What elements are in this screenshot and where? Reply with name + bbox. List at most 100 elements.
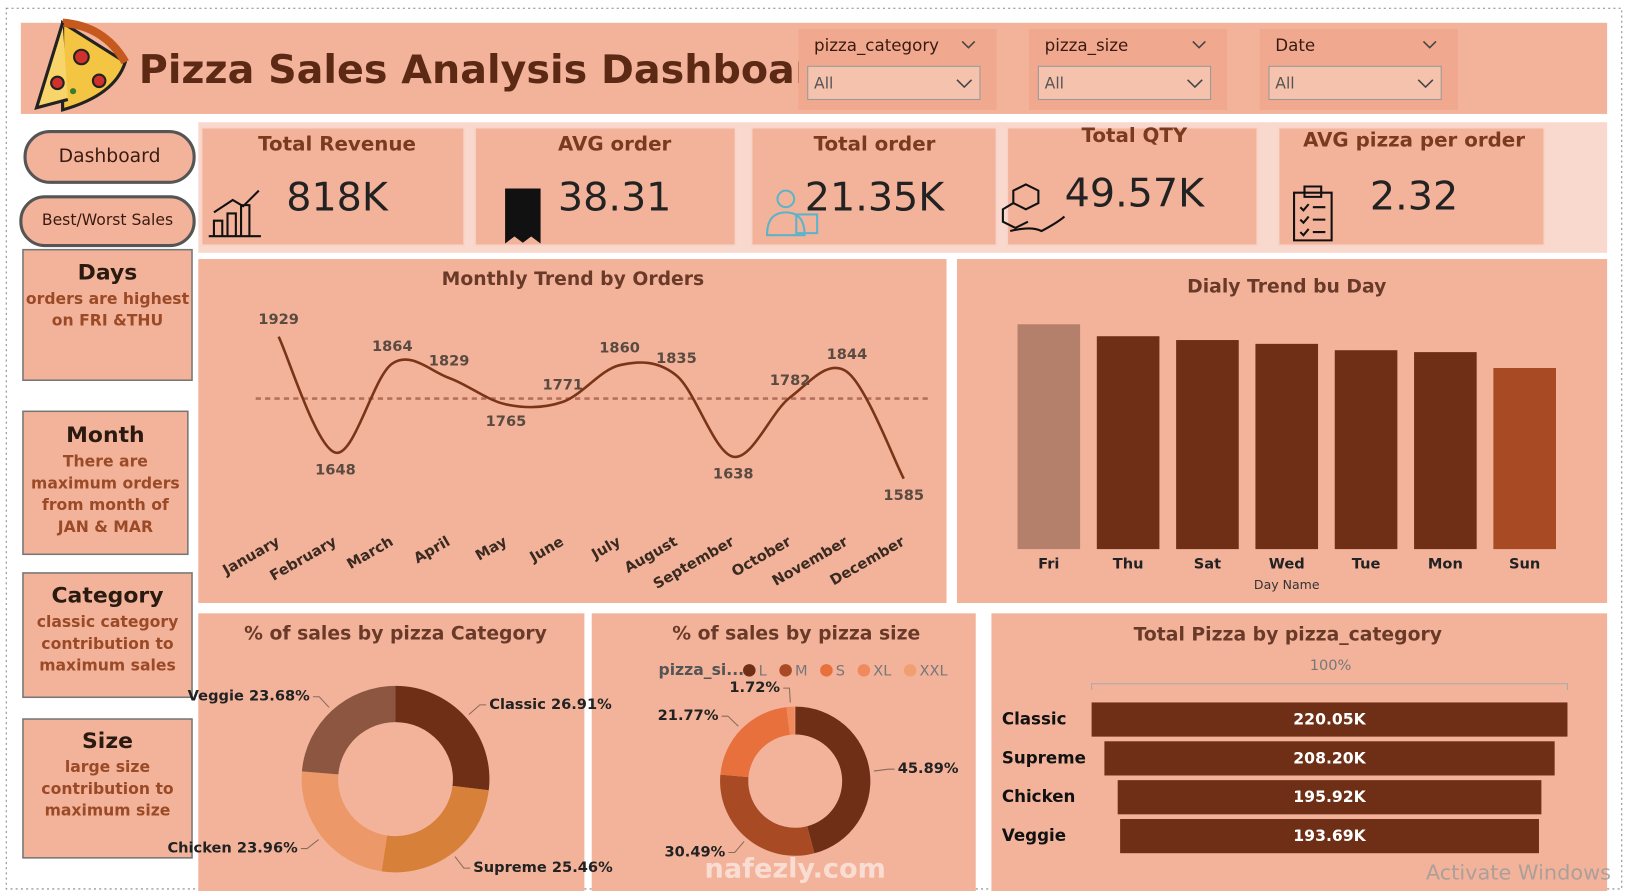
- chevron: [1422, 40, 1437, 49]
- filter-dropdown[interactable]: [807, 65, 981, 100]
- nav-button[interactable]: [23, 130, 196, 184]
- category-label: Supreme: [1002, 748, 1086, 767]
- donut-slice: [720, 707, 790, 778]
- nav-button[interactable]: [19, 195, 196, 248]
- data-label: Classic 26.91%: [489, 696, 612, 713]
- data-label: 1638: [713, 465, 754, 482]
- note-title: Month: [66, 423, 145, 448]
- bar: [1414, 352, 1477, 550]
- data-label: 1835: [656, 350, 697, 367]
- kpi-title: Total Revenue: [258, 133, 416, 156]
- kpi-value: 38.31: [558, 175, 672, 221]
- bar-label: 208.20K: [1293, 749, 1366, 767]
- slice-value: 1.72%: [729, 679, 780, 696]
- donut-slice: [395, 685, 490, 791]
- kpi-icon: [1001, 183, 1066, 233]
- x-tick-label: Thu: [1113, 556, 1144, 573]
- bar-label: 195.92K: [1293, 788, 1366, 806]
- data-label: 1929: [258, 311, 299, 328]
- legend-title: pizza_si...: [659, 661, 745, 679]
- kpi-card: [1277, 126, 1546, 247]
- data-label: Chicken 23.96%: [167, 840, 298, 857]
- kpi-title: AVG order: [558, 133, 672, 156]
- funnel-bar: [1117, 780, 1542, 815]
- slice-name: Supreme: [473, 859, 547, 876]
- chevron: [1192, 40, 1206, 49]
- note-text: classic category: [37, 613, 179, 631]
- filter-value: All: [1275, 74, 1294, 92]
- data-label: 1648: [315, 461, 356, 478]
- data-label: 1771: [542, 376, 583, 393]
- note-title: Category: [51, 584, 163, 609]
- line-series: [277, 336, 905, 480]
- note-box: [22, 572, 193, 699]
- slice-value: 26.91%: [551, 696, 612, 713]
- funnel-bar: [1120, 818, 1539, 854]
- note-text: from month of: [42, 496, 169, 514]
- bar: [1096, 336, 1160, 550]
- donut-slice: [795, 706, 871, 854]
- data-label: 30.49%: [665, 844, 726, 861]
- note-text: JAN & MAR: [57, 518, 153, 536]
- data-label: Supreme 25.46%: [473, 859, 613, 876]
- nav-label[interactable]: Dashboard: [59, 146, 161, 167]
- data-label: 1860: [599, 340, 640, 357]
- filter-dropdown[interactable]: [1037, 65, 1212, 100]
- leader-line: [454, 856, 471, 869]
- data-label: 1.72%: [729, 679, 780, 696]
- note-box: [22, 410, 189, 556]
- chart-title: Dialy Trend bu Day: [1187, 277, 1386, 298]
- chart-title: % of sales by pizza Category: [244, 624, 547, 645]
- note-text: on FRI &THU: [52, 312, 163, 330]
- leader-line: [783, 687, 791, 703]
- chevron: [961, 40, 976, 49]
- donut-slice: [720, 774, 815, 856]
- filter-label: pizza_size: [1045, 36, 1129, 56]
- watermark: nafezly.com: [705, 854, 886, 885]
- bar-label: 220.05K: [1293, 711, 1366, 729]
- leader-line: [300, 839, 319, 850]
- kpi-value: 49.57K: [1065, 170, 1206, 216]
- legend-label: XL: [873, 662, 892, 679]
- bar-label: 193.69K: [1293, 827, 1366, 845]
- x-tick-label: Fri: [1038, 556, 1059, 573]
- kpi-value: 21.35K: [805, 175, 946, 221]
- legend-swatch: [903, 664, 917, 677]
- kpi-icon: [208, 189, 261, 238]
- legend-label: M: [795, 662, 808, 679]
- kpi-icon: [1293, 185, 1333, 242]
- bar: [1017, 324, 1081, 550]
- filter-dropdown[interactable]: [1268, 65, 1442, 100]
- donut-slice: [794, 706, 796, 735]
- data-label: 1585: [883, 487, 924, 504]
- bar: [1255, 343, 1319, 550]
- slice-value: 23.96%: [237, 840, 298, 857]
- nav-label[interactable]: Best/Worst Sales: [42, 211, 173, 229]
- leader-line: [873, 768, 895, 772]
- leader-line: [728, 841, 745, 854]
- legend-swatch: [743, 664, 756, 677]
- data-label: 21.77%: [658, 707, 719, 724]
- legend-label: S: [836, 662, 845, 679]
- slice-value: 21.77%: [658, 707, 719, 724]
- chevron: [1417, 79, 1434, 89]
- filter-label: Date: [1275, 36, 1315, 55]
- chart-title: Total Pizza by pizza_category: [1134, 625, 1442, 646]
- note-title: Days: [78, 261, 138, 286]
- bar: [1176, 340, 1239, 550]
- top-bracket: [1091, 683, 1568, 691]
- os-notice: Activate Windows: [1426, 860, 1611, 884]
- chart-title: Monthly Trend by Orders: [442, 269, 705, 290]
- bar: [1493, 368, 1556, 550]
- kpi-title: AVG pizza per order: [1303, 128, 1525, 151]
- slice-name: Classic: [489, 696, 546, 713]
- legend-swatch: [857, 664, 871, 677]
- data-label: Veggie 23.68%: [188, 688, 311, 705]
- logo: [34, 18, 129, 112]
- legend-label: XXL: [920, 662, 949, 679]
- top-label: 100%: [1310, 657, 1352, 674]
- x-tick-label: Sun: [1509, 556, 1540, 573]
- filter-value: All: [1045, 74, 1064, 92]
- data-label: 1829: [429, 352, 470, 369]
